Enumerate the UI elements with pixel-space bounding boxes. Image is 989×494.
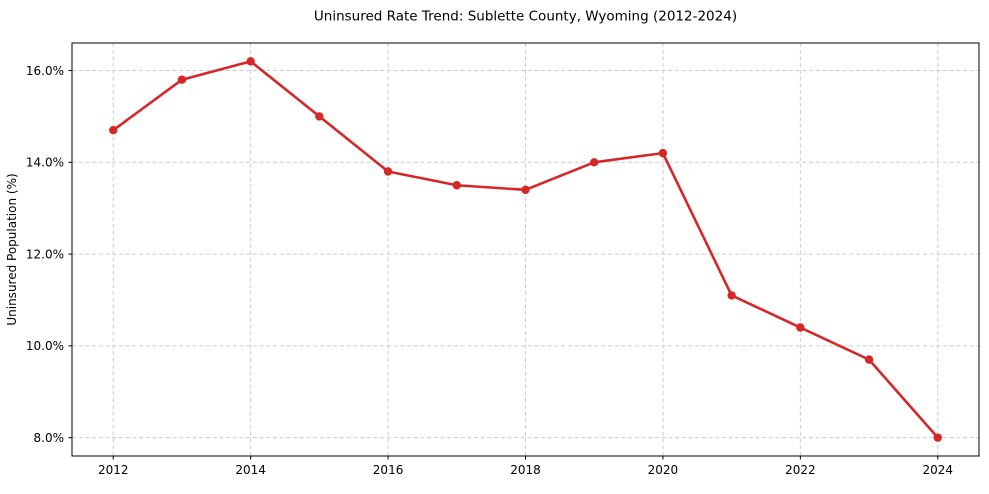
- x-tick-label: 2024: [922, 463, 953, 477]
- data-point-2017: [452, 181, 461, 190]
- data-point-2019: [590, 158, 599, 167]
- data-point-2015: [315, 112, 324, 121]
- data-point-2020: [658, 148, 668, 158]
- x-tick-label: 2012: [98, 463, 129, 477]
- x-tick-label: 2020: [648, 463, 679, 477]
- x-tick-label: 2022: [785, 463, 816, 477]
- data-point-2023: [864, 355, 874, 364]
- y-tick-label: 8.0%: [34, 431, 65, 445]
- y-axis-label: Uninsured Population (%): [5, 173, 19, 325]
- y-tick-label: 14.0%: [26, 156, 64, 170]
- x-tick-label: 2016: [373, 463, 404, 477]
- data-point-2012: [109, 125, 118, 135]
- x-tick-label: 2014: [235, 463, 266, 477]
- y-tick-label: 10.0%: [26, 339, 64, 353]
- data-point-2022: [796, 323, 805, 332]
- chart-title: Uninsured Rate Trend: Sublette County, W…: [314, 9, 737, 25]
- plot-border: [71, 42, 980, 457]
- y-tick-label: 12.0%: [26, 247, 64, 261]
- y-tick-label: 16.0%: [26, 64, 64, 78]
- x-tick-label: 2018: [510, 463, 541, 477]
- data-point-2024: [933, 433, 942, 442]
- data-point-2013: [177, 75, 187, 84]
- data-point-2014: [246, 57, 255, 66]
- data-point-2021: [727, 291, 736, 300]
- data-point-2016: [383, 167, 393, 176]
- data-point-2018: [521, 185, 530, 195]
